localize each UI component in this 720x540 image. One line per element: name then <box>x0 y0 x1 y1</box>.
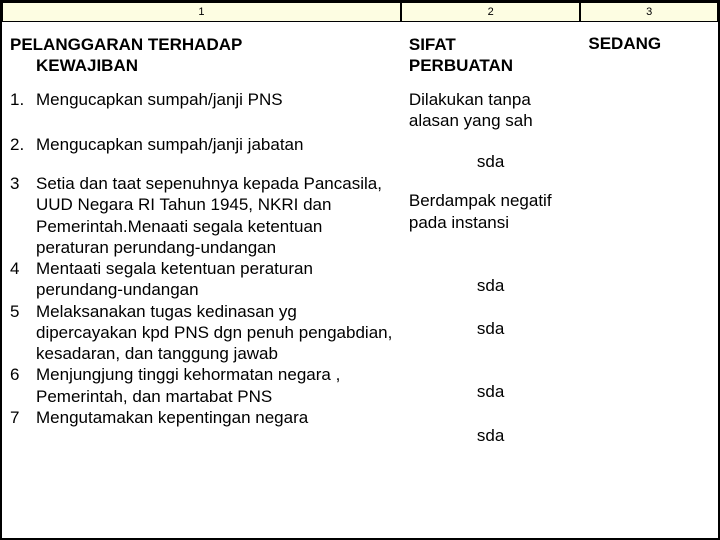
row-number: 3 <box>10 173 36 258</box>
document-page: 1 2 3 PELANGGARAN TERHADAP KEWAJIBAN 1. … <box>0 0 720 540</box>
sifat-text: Berdampak negatif pada instansi <box>409 190 573 233</box>
sifat-text: sda <box>409 381 573 402</box>
row-text: Menjungjung tinggi kehormatan negara , P… <box>36 364 393 407</box>
row-text: Mengutamakan kepentingan negara <box>36 407 393 428</box>
table-row: 6 Menjungjung tinggi kehormatan negara ,… <box>10 364 393 407</box>
column-1: PELANGGARAN TERHADAP KEWAJIBAN 1. Menguc… <box>2 22 401 446</box>
header-cell-3: 3 <box>580 2 718 22</box>
table-row: 3 Setia dan taat sepenuhnya kepada Panca… <box>10 173 393 258</box>
col1-title: PELANGGARAN TERHADAP KEWAJIBAN <box>10 34 393 77</box>
col2-title-line2: PERBUATAN <box>409 56 513 75</box>
row-text: Mengucapkan sumpah/janji PNS <box>36 89 393 110</box>
row-number: 5 <box>10 301 36 365</box>
column-3: SEDANG <box>580 22 718 446</box>
header-cell-1: 1 <box>2 2 401 22</box>
row-text: Melaksanakan tugas kedinasan yg dipercay… <box>36 301 393 365</box>
row-text: Mentaati segala ketentuan peraturan peru… <box>36 258 393 301</box>
row-text: Setia dan taat sepenuhnya kepada Pancasi… <box>36 173 393 258</box>
header-row: 1 2 3 <box>2 2 718 22</box>
content-area: PELANGGARAN TERHADAP KEWAJIBAN 1. Menguc… <box>2 22 718 446</box>
sifat-text: sda <box>409 275 573 296</box>
sifat-text: sda <box>409 425 573 446</box>
col2-title-line1: SIFAT <box>409 35 456 54</box>
row-number: 6 <box>10 364 36 407</box>
table-row: 4 Mentaati segala ketentuan peraturan pe… <box>10 258 393 301</box>
col1-title-line1: PELANGGARAN TERHADAP <box>10 35 242 54</box>
sifat-text: sda <box>409 151 573 172</box>
table-row: 5 Melaksanakan tugas kedinasan yg diperc… <box>10 301 393 365</box>
row-number: 4 <box>10 258 36 301</box>
table-row: 1. Mengucapkan sumpah/janji PNS <box>10 89 393 110</box>
row-number: 2. <box>10 134 36 155</box>
table-row: 7 Mengutamakan kepentingan negara <box>10 407 393 428</box>
col3-title: SEDANG <box>588 34 710 54</box>
column-2: SIFAT PERBUATAN Dilakukan tanpa alasan y… <box>401 22 581 446</box>
header-cell-2: 2 <box>401 2 581 22</box>
row-number: 7 <box>10 407 36 428</box>
col2-title: SIFAT PERBUATAN <box>409 34 573 77</box>
row-text: Mengucapkan sumpah/janji jabatan <box>36 134 393 155</box>
col1-title-line2: KEWAJIBAN <box>10 55 393 76</box>
row-number: 1. <box>10 89 36 110</box>
sifat-text: Dilakukan tanpa alasan yang sah <box>409 89 573 132</box>
sifat-text: sda <box>409 318 573 339</box>
table-row: 2. Mengucapkan sumpah/janji jabatan <box>10 134 393 155</box>
